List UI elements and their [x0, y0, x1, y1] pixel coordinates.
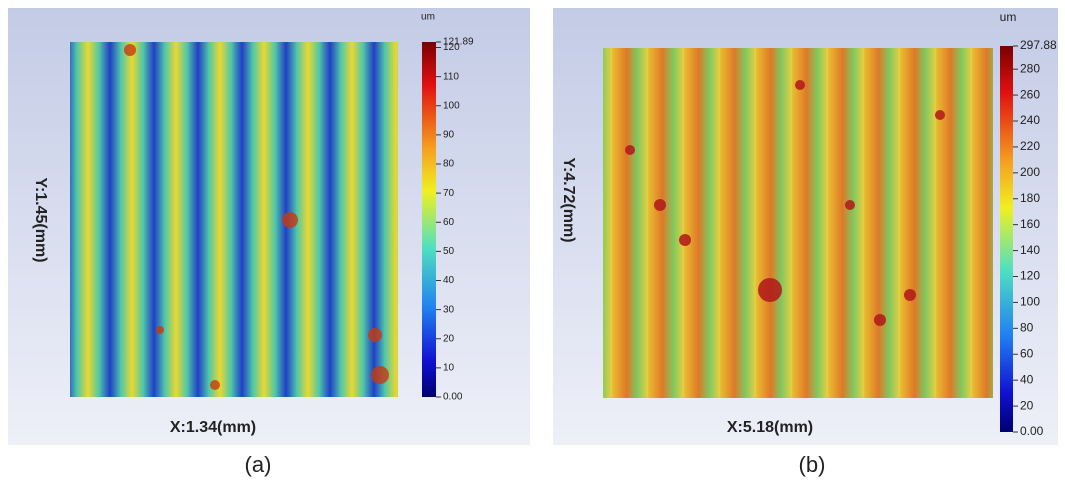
- tick-label: 120: [443, 42, 460, 53]
- tick-label: 120: [1020, 269, 1040, 283]
- tick-label: 80: [443, 159, 455, 170]
- surface-image: [603, 48, 993, 398]
- tick-label: 60: [1020, 346, 1034, 360]
- panel-b: um 297.88 280 260 240 220 200 180 160 140 120 100 8…: [553, 8, 1058, 477]
- surface-image: [70, 42, 398, 397]
- unit-label: um: [421, 12, 435, 23]
- tick-label: 260: [1020, 87, 1040, 101]
- tick-label: 140: [1020, 243, 1040, 257]
- tick-label: 40: [1020, 372, 1034, 386]
- panel-a: um 121.891201101009080706050403020100.00…: [8, 8, 530, 477]
- tick-label: 90: [443, 130, 455, 141]
- tick-label: 100: [443, 100, 460, 111]
- tick-label: 180: [1020, 191, 1040, 205]
- tick-label: 0.00: [443, 392, 463, 403]
- tick-label: 297.88: [1020, 38, 1057, 52]
- figure: um 121.891201101009080706050403020100.00…: [0, 0, 1065, 482]
- tick-label: 10: [443, 363, 455, 374]
- x-axis-label: X:5.18(mm): [727, 419, 813, 436]
- caption: (b): [799, 452, 826, 477]
- tick-label: 70: [443, 188, 455, 199]
- tick-label: 100: [1020, 295, 1040, 309]
- tick-label: 280: [1020, 61, 1040, 75]
- tick-label: 220: [1020, 139, 1040, 153]
- y-axis-label: Y:1.45(mm): [32, 177, 49, 262]
- tick-label: 80: [1020, 321, 1034, 335]
- colorbar: [1000, 46, 1013, 432]
- caption: (a): [245, 452, 272, 477]
- unit-label: um: [1000, 10, 1017, 24]
- tick-label: 20: [1020, 398, 1034, 412]
- colorbar: [422, 42, 436, 397]
- tick-label: 60: [443, 217, 455, 228]
- tick-label: 0.00: [1020, 424, 1044, 438]
- x-axis-label: X:1.34(mm): [170, 419, 256, 436]
- tick-label: 200: [1020, 165, 1040, 179]
- tick-label: 160: [1020, 217, 1040, 231]
- tick-label: 40: [443, 275, 455, 286]
- y-axis-label: Y:4.72(mm): [560, 157, 577, 242]
- tick-label: 240: [1020, 113, 1040, 127]
- tick-label: 30: [443, 304, 455, 315]
- tick-label: 50: [443, 246, 455, 257]
- tick-label: 20: [443, 333, 455, 344]
- tick-label: 110: [443, 71, 459, 82]
